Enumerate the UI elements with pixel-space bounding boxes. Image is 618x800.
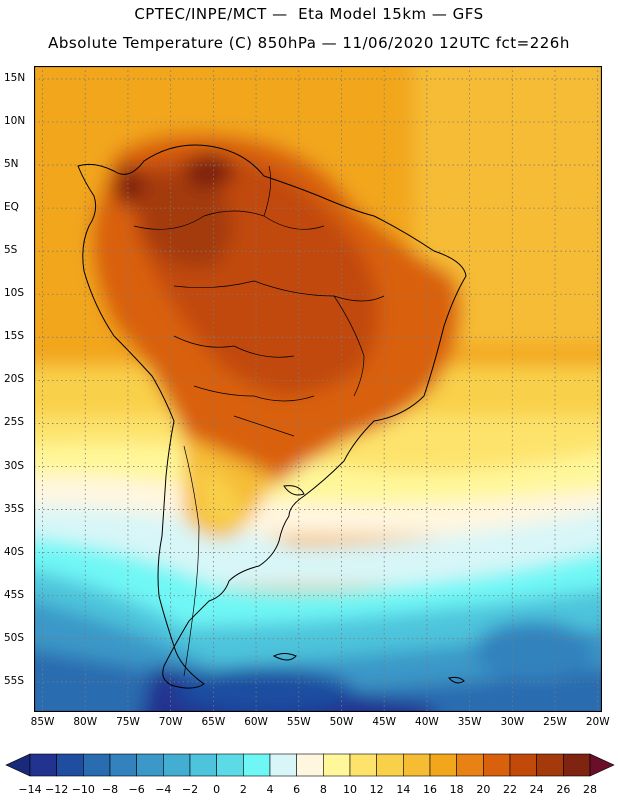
lon-tick-label: 55W — [286, 716, 311, 728]
temperature-map — [34, 66, 602, 712]
colorbar-swatch — [429, 753, 457, 777]
coastline — [77, 144, 467, 689]
colorbar-tick-label: 4 — [266, 783, 274, 796]
lat-tick-label: 5N — [4, 158, 19, 171]
lat-tick-label: 55S — [4, 674, 25, 687]
lon-tick-label: 80W — [73, 716, 98, 728]
colorbar-swatch — [536, 753, 564, 777]
temperature-field — [34, 66, 602, 712]
colorbar-swatch — [323, 753, 351, 777]
lat-tick-label: 5S — [4, 244, 18, 257]
colorbar-tick-label: −4 — [155, 783, 172, 796]
chart-title-line2: Absolute Temperature (C) 850hPa — 11/06/… — [48, 34, 570, 52]
colorbar — [5, 753, 615, 777]
lon-tick-label: 35W — [457, 716, 482, 728]
colorbar-tick-label: −14 — [18, 783, 42, 796]
colorbar-swatch — [456, 753, 484, 777]
colorbar-tick-label: 0 — [213, 783, 221, 796]
colorbar-swatch — [563, 753, 591, 777]
lon-tick-label: 25W — [543, 716, 567, 728]
colorbar-swatch — [349, 753, 377, 777]
lon-tick-label: 40W — [415, 716, 439, 728]
colorbar-tick-label: −10 — [71, 783, 95, 796]
colorbar-tick-label: 16 — [423, 783, 437, 796]
colorbar-swatch — [483, 753, 511, 777]
colorbar-tick-label: −12 — [45, 783, 69, 796]
chart-title-line1: CPTEC/INPE/MCT — Eta Model 15km — GFS — [134, 5, 484, 23]
lat-tick-label: EQ — [4, 201, 19, 214]
colorbar-swatch — [136, 753, 164, 777]
lat-tick-label: 40S — [4, 545, 25, 558]
lon-tick-label: 30W — [500, 716, 525, 728]
lat-tick-label: 50S — [4, 631, 25, 644]
colorbar-tick-label: 22 — [503, 783, 517, 796]
country-borders — [133, 165, 385, 677]
colorbar-tick-label: −6 — [128, 783, 145, 796]
colorbar-swatch — [269, 753, 297, 777]
colorbar-tick-label: 6 — [293, 783, 301, 796]
colorbar-tick-label: 18 — [449, 783, 464, 796]
colorbar-swatch — [56, 753, 84, 777]
lon-tick-label: 65W — [201, 716, 226, 728]
graticule-grid — [34, 66, 602, 712]
colorbar-tick-label: 12 — [369, 783, 384, 796]
colorbar-swatch — [83, 753, 111, 777]
lat-tick-label: 45S — [4, 588, 25, 601]
colorbar-tick-label: 2 — [239, 783, 247, 796]
colorbar-swatch — [29, 753, 57, 777]
colorbar-tick-label: −8 — [101, 783, 119, 796]
colorbar-under-arrow — [5, 753, 31, 777]
colorbar-tick-label: 14 — [396, 783, 411, 796]
colorbar-tick-label: 10 — [343, 783, 357, 796]
colorbar-tick-label: 8 — [319, 783, 327, 796]
lat-tick-label: 15N — [4, 71, 26, 84]
lat-tick-label: 35S — [4, 502, 25, 515]
colorbar-swatch — [216, 753, 244, 777]
lon-tick-label: 85W — [30, 716, 55, 728]
colorbar-tick-label: 26 — [556, 783, 571, 796]
lat-tick-label: 20S — [4, 373, 25, 386]
colorbar-tick-label: 28 — [583, 783, 597, 796]
lon-tick-label: 70W — [158, 716, 183, 728]
lon-tick-label: 75W — [116, 716, 140, 728]
map-canvas — [34, 66, 602, 712]
lon-tick-label: 60W — [244, 716, 268, 728]
colorbar-swatch — [403, 753, 431, 777]
colorbar-swatch — [296, 753, 324, 777]
lon-tick-label: 45W — [372, 716, 397, 728]
lat-tick-label: 25S — [4, 416, 25, 429]
lon-tick-label: 50W — [329, 716, 354, 728]
colorbar-swatch — [509, 753, 537, 777]
lat-tick-label: 10S — [4, 287, 25, 300]
colorbar-swatch — [109, 753, 137, 777]
lon-tick-label: 20W — [585, 716, 610, 728]
lat-tick-label: 15S — [4, 330, 25, 343]
colorbar-tick-label: 24 — [529, 783, 544, 796]
colorbar-swatch — [189, 753, 217, 777]
lat-tick-label: 10N — [4, 114, 26, 127]
colorbar-swatch — [243, 753, 271, 777]
colorbar-tick-label: −2 — [181, 783, 199, 796]
colorbar-tick-label: 20 — [476, 783, 491, 796]
colorbar-swatch — [163, 753, 191, 777]
colorbar-swatch — [376, 753, 404, 777]
lat-tick-label: 30S — [4, 459, 25, 472]
colorbar-over-arrow — [589, 753, 615, 777]
